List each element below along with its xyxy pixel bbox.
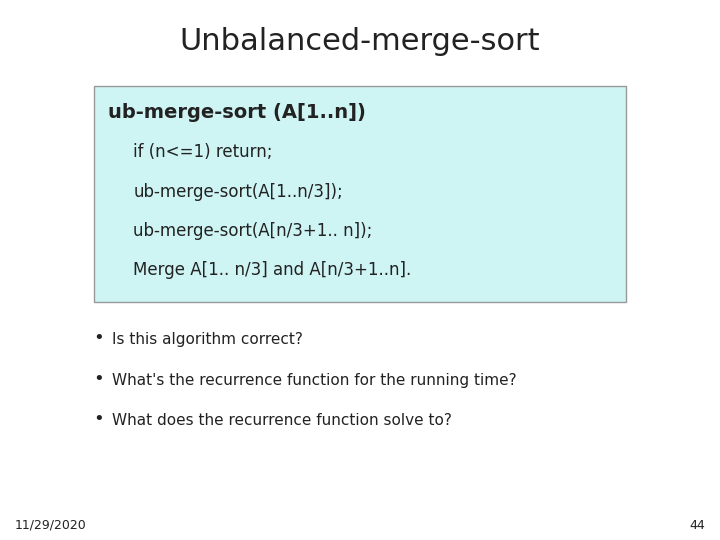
Text: ub-merge-sort(A[n/3+1.. n]);: ub-merge-sort(A[n/3+1.. n]); [133,222,372,240]
Text: Merge A[1.. n/3] and A[n/3+1..n].: Merge A[1.. n/3] and A[n/3+1..n]. [133,261,411,279]
Text: ub-merge-sort (A[1..n]): ub-merge-sort (A[1..n]) [108,103,366,122]
FancyBboxPatch shape [94,86,626,302]
Text: Is this algorithm correct?: Is this algorithm correct? [112,332,302,347]
Text: if (n<=1) return;: if (n<=1) return; [133,143,273,161]
Text: Unbalanced-merge-sort: Unbalanced-merge-sort [180,27,540,56]
Text: ub-merge-sort(A[1..n/3]);: ub-merge-sort(A[1..n/3]); [133,183,343,200]
Text: •: • [94,370,104,388]
Text: 44: 44 [690,519,706,532]
Text: What does the recurrence function solve to?: What does the recurrence function solve … [112,413,451,428]
Text: •: • [94,410,104,428]
Text: •: • [94,329,104,347]
Text: 11/29/2020: 11/29/2020 [14,519,86,532]
Text: What's the recurrence function for the running time?: What's the recurrence function for the r… [112,373,516,388]
